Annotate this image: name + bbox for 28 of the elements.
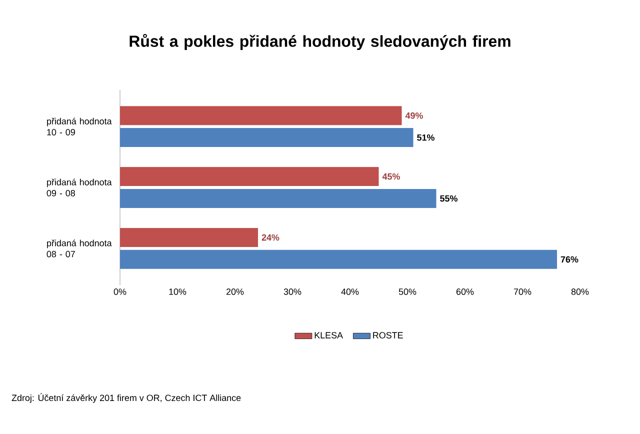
legend-label: ROSTE bbox=[373, 332, 403, 338]
data-label: 49% bbox=[405, 112, 423, 119]
data-label: 55% bbox=[440, 195, 458, 202]
x-tick-label: 20% bbox=[226, 288, 244, 295]
y-tick-label: přidaná hodnota 10 - 09 bbox=[47, 118, 112, 136]
x-tick-label: 80% bbox=[571, 288, 589, 295]
x-tick-label: 0% bbox=[114, 288, 126, 295]
x-tick-label: 60% bbox=[456, 288, 474, 295]
bar bbox=[120, 106, 402, 126]
bar bbox=[120, 188, 436, 208]
bar bbox=[120, 250, 557, 269]
bar bbox=[120, 128, 414, 148]
data-label: 24% bbox=[262, 234, 280, 241]
bar bbox=[120, 167, 379, 186]
y-tick-label: přidaná hodnota 09 - 08 bbox=[46, 178, 112, 196]
x-tick-label: 50% bbox=[398, 288, 416, 295]
x-tick-label: 30% bbox=[284, 288, 302, 295]
x-tick-label: 40% bbox=[341, 288, 359, 295]
bar bbox=[120, 228, 258, 247]
data-label: 51% bbox=[417, 134, 434, 141]
text: Zdroj: Účetní závěrky 201 firem v OR, Czech ICT Alliance bbox=[12, 393, 241, 403]
x-tick-label: 10% bbox=[169, 288, 186, 295]
chart-title: Růst a pokles přidané hodnoty sledovaných firem bbox=[130, 34, 510, 50]
legend-label: KLESA bbox=[314, 332, 344, 338]
y-tick-label: přidaná hodnota 08 - 07 bbox=[46, 240, 112, 258]
data-label: 45% bbox=[382, 173, 400, 180]
x-tick-label: 70% bbox=[514, 288, 532, 295]
data-label: 76% bbox=[560, 256, 578, 263]
